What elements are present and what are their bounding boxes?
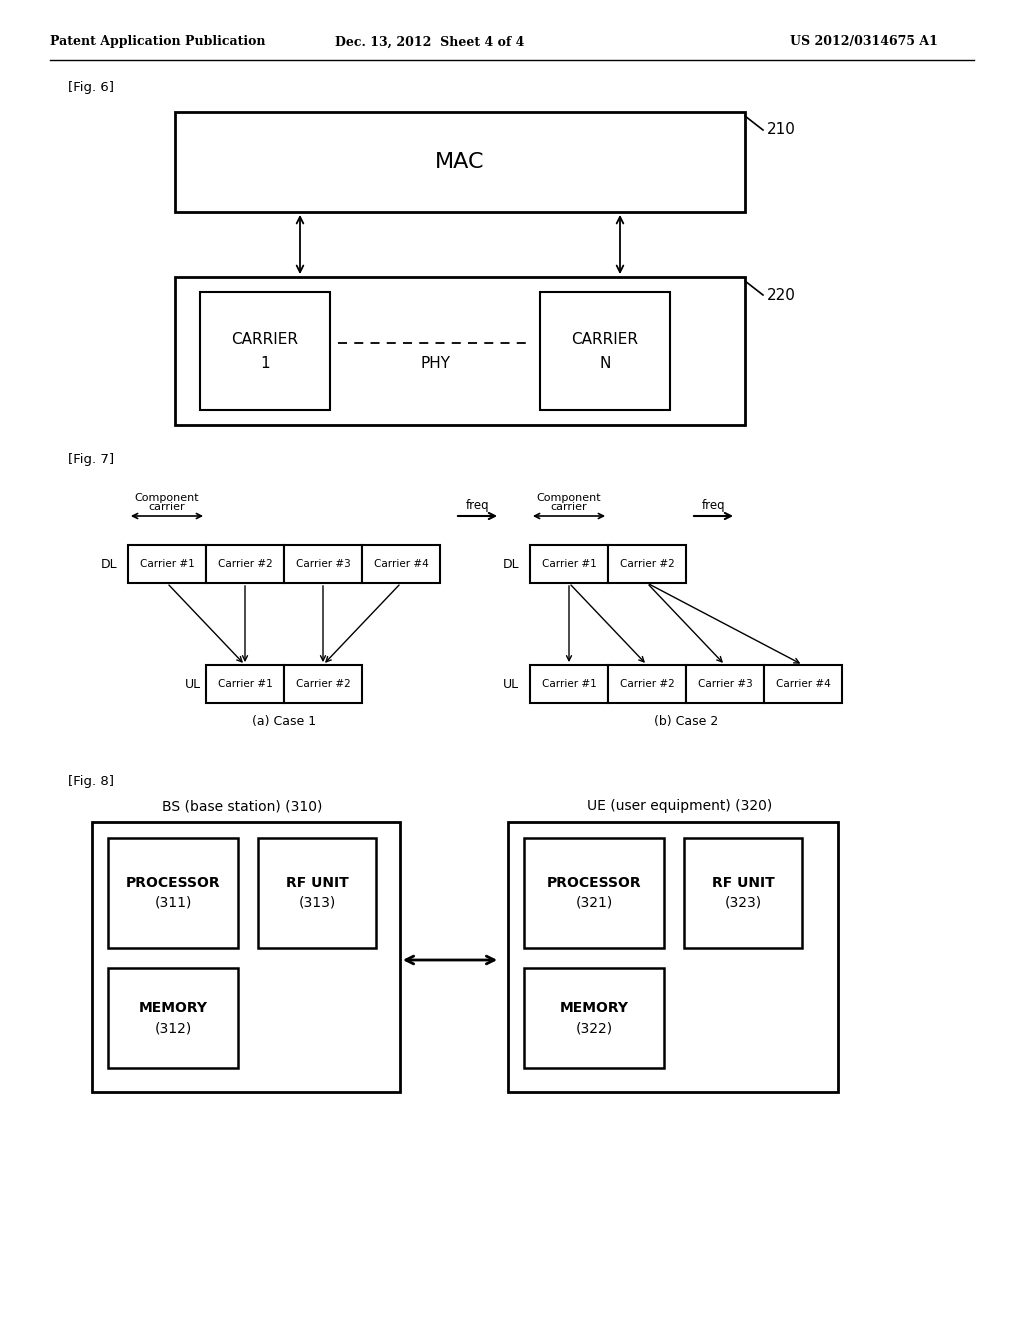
Text: (b) Case 2: (b) Case 2: [654, 714, 718, 727]
Text: CARRIER: CARRIER: [571, 331, 639, 346]
Text: DL: DL: [100, 557, 117, 570]
Text: US 2012/0314675 A1: US 2012/0314675 A1: [790, 36, 938, 49]
Bar: [92, 822, 400, 1092]
Text: Carrier #2: Carrier #2: [218, 558, 272, 569]
Bar: [608, 665, 686, 704]
Text: Carrier #1: Carrier #1: [218, 678, 272, 689]
Bar: [530, 545, 608, 583]
Bar: [108, 838, 238, 948]
Bar: [686, 665, 764, 704]
Text: N: N: [599, 355, 610, 371]
Bar: [175, 277, 745, 425]
Text: Carrier #3: Carrier #3: [296, 558, 350, 569]
Bar: [108, 968, 238, 1068]
Bar: [206, 665, 284, 704]
Text: [Fig. 7]: [Fig. 7]: [68, 454, 114, 466]
Text: [Fig. 6]: [Fig. 6]: [68, 82, 114, 95]
Text: RF UNIT: RF UNIT: [286, 876, 348, 890]
Text: PROCESSOR: PROCESSOR: [547, 876, 641, 890]
Bar: [508, 822, 838, 1092]
Text: carrier: carrier: [551, 502, 588, 512]
Text: PROCESSOR: PROCESSOR: [126, 876, 220, 890]
Bar: [524, 838, 664, 948]
Text: Carrier #1: Carrier #1: [139, 558, 195, 569]
Bar: [684, 838, 802, 948]
Text: (321): (321): [575, 896, 612, 909]
Text: MEMORY: MEMORY: [138, 1001, 208, 1015]
Text: (311): (311): [155, 896, 191, 909]
Bar: [128, 545, 206, 583]
Text: (312): (312): [155, 1020, 191, 1035]
Text: MEMORY: MEMORY: [559, 1001, 629, 1015]
Text: (322): (322): [575, 1020, 612, 1035]
Text: Component: Component: [537, 492, 601, 503]
Bar: [175, 112, 745, 213]
Bar: [284, 545, 362, 583]
Bar: [284, 665, 362, 704]
Text: Carrier #2: Carrier #2: [620, 678, 675, 689]
Bar: [362, 545, 440, 583]
Text: (313): (313): [298, 896, 336, 909]
Text: RF UNIT: RF UNIT: [712, 876, 774, 890]
Text: Carrier #2: Carrier #2: [296, 678, 350, 689]
Text: UL: UL: [185, 677, 201, 690]
Text: 1: 1: [260, 355, 269, 371]
Bar: [258, 838, 376, 948]
Bar: [540, 292, 670, 411]
Text: Dec. 13, 2012  Sheet 4 of 4: Dec. 13, 2012 Sheet 4 of 4: [335, 36, 524, 49]
Text: DL: DL: [503, 557, 519, 570]
Text: Carrier #1: Carrier #1: [542, 558, 596, 569]
Text: freq: freq: [701, 499, 725, 511]
Text: MAC: MAC: [435, 152, 484, 172]
Text: Carrier #4: Carrier #4: [775, 678, 830, 689]
Bar: [530, 665, 608, 704]
Text: [Fig. 8]: [Fig. 8]: [68, 776, 114, 788]
Text: freq: freq: [466, 499, 489, 511]
Bar: [200, 292, 330, 411]
Text: Carrier #1: Carrier #1: [542, 678, 596, 689]
Text: UL: UL: [503, 677, 519, 690]
Text: 210: 210: [767, 123, 796, 137]
Text: carrier: carrier: [148, 502, 185, 512]
Text: Component: Component: [135, 492, 200, 503]
Text: CARRIER: CARRIER: [231, 331, 299, 346]
Text: PHY: PHY: [420, 355, 450, 371]
Text: BS (base station) (310): BS (base station) (310): [162, 799, 323, 813]
Text: Carrier #2: Carrier #2: [620, 558, 675, 569]
Bar: [608, 545, 686, 583]
Bar: [206, 545, 284, 583]
Text: (323): (323): [724, 896, 762, 909]
Bar: [764, 665, 842, 704]
Text: 220: 220: [767, 288, 796, 302]
Text: Carrier #3: Carrier #3: [697, 678, 753, 689]
Text: UE (user equipment) (320): UE (user equipment) (320): [588, 799, 773, 813]
Text: Patent Application Publication: Patent Application Publication: [50, 36, 265, 49]
Text: Carrier #4: Carrier #4: [374, 558, 428, 569]
Text: (a) Case 1: (a) Case 1: [252, 714, 316, 727]
Bar: [524, 968, 664, 1068]
